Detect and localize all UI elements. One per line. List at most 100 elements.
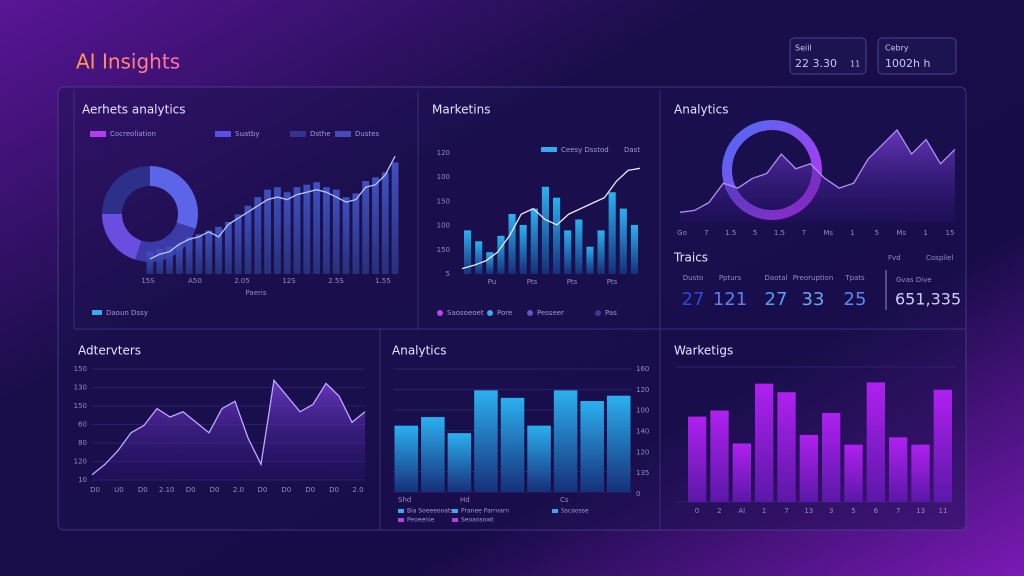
legend-label: Bia Soeeeooats	[407, 508, 453, 515]
bar	[553, 390, 578, 492]
line	[679, 128, 956, 213]
y-tick-label: 100	[437, 222, 450, 230]
bar	[156, 249, 164, 274]
donut-segment	[102, 214, 142, 260]
x-tick-label: D0	[90, 486, 100, 494]
bar	[166, 246, 173, 274]
x-tick-label: 7	[704, 229, 708, 237]
x-tick-label: A50	[188, 277, 202, 285]
x-tick-label: 0	[695, 507, 699, 515]
bar	[500, 397, 525, 492]
line	[461, 167, 641, 270]
bar	[486, 252, 494, 274]
x-tick-label: Pts	[607, 278, 618, 286]
bar	[606, 395, 631, 492]
bar	[933, 389, 952, 502]
bar	[421, 417, 445, 492]
x-tick-label: Ms	[896, 229, 906, 237]
legend-swatch	[541, 147, 557, 152]
bar	[866, 382, 885, 502]
x-tick-label: 6	[874, 507, 879, 515]
x-tick-label: 1	[923, 229, 927, 237]
legend-dot	[595, 310, 601, 316]
bar	[224, 221, 232, 274]
x-tick-label: 11	[939, 507, 948, 515]
kpi-value: 25	[844, 289, 867, 310]
bar	[844, 444, 863, 502]
bar	[575, 219, 583, 274]
legend-swatch	[90, 131, 106, 137]
legend-swatch	[398, 518, 404, 522]
x-tick-label: 1.55	[375, 277, 391, 285]
y-tick-label: 150	[437, 197, 450, 205]
legend-label: Pesseer	[537, 309, 564, 317]
x-tick-label: 1	[762, 507, 766, 515]
legend-label: Dsthe	[310, 130, 331, 138]
x-tick-label: 7	[784, 507, 788, 515]
panel-title: Warketigs	[674, 344, 733, 358]
panel-dividers	[73, 90, 966, 530]
legend-swatch	[552, 509, 558, 513]
bar	[244, 205, 252, 274]
bar	[303, 184, 311, 274]
y-tick-label: 80	[78, 439, 87, 447]
bar	[619, 208, 627, 274]
x-tick-label: 15	[946, 229, 955, 237]
bar	[822, 412, 841, 502]
x-tick-label: 13	[916, 507, 925, 515]
y-tick-label: 120	[636, 448, 649, 456]
bar	[313, 182, 321, 274]
stat-label: Cebry	[885, 44, 909, 53]
y-tick-label: 150	[74, 365, 87, 373]
x-tick-label: D0	[281, 486, 291, 494]
y-tick-label: 120	[437, 149, 450, 157]
bar	[580, 401, 604, 492]
total-value: 651,335	[895, 290, 961, 309]
legend-dot	[437, 310, 443, 316]
x-tick-label: 2.0	[233, 486, 244, 494]
bar	[372, 177, 379, 274]
line	[149, 155, 396, 260]
y-tick-label: 100	[437, 173, 450, 181]
kpi-label: Dusto	[683, 274, 704, 282]
bar	[332, 189, 340, 274]
x-tick-label: 2.5S	[328, 277, 344, 285]
bar	[391, 162, 399, 274]
legend-swatch	[92, 310, 102, 315]
y-tick-label: 150	[74, 402, 87, 410]
kpi-label: Preoruption	[793, 274, 834, 282]
x-tick-label: Go	[677, 229, 687, 237]
x-tick-label: 1	[850, 229, 854, 237]
panel-title: Marketins	[432, 103, 490, 117]
x-tick-label: 1.5	[725, 229, 736, 237]
donut-segment	[102, 166, 150, 214]
bar	[519, 224, 527, 274]
y-tick-label: 150	[437, 246, 450, 254]
x-tick-label: 2	[717, 507, 721, 515]
stat-value: 22 3.30	[795, 57, 837, 70]
stat-box	[789, 37, 867, 75]
app-title: AI Insights	[76, 50, 180, 74]
y-tick-label: 160	[636, 365, 649, 373]
kpi-title: Traics	[673, 251, 708, 265]
legend-swatch	[215, 131, 231, 137]
bar	[293, 187, 301, 274]
bar	[553, 197, 561, 274]
x-tick-label: Pu	[488, 278, 497, 286]
kpi-value: 27	[682, 289, 705, 310]
x-tick-label: 1.5	[774, 229, 785, 237]
bar	[777, 392, 796, 502]
bar	[464, 230, 472, 274]
x-tick-label: Ms	[823, 229, 833, 237]
x-tick-label: 2.0	[352, 486, 363, 494]
x-tick-label: D0	[138, 486, 148, 494]
area	[680, 129, 955, 222]
legend-dot	[487, 310, 493, 316]
area	[92, 380, 365, 480]
legend-label: Dustes	[355, 130, 380, 138]
legend-label: Sscaosse	[561, 508, 589, 515]
x-tick-label: D0	[186, 486, 196, 494]
y-tick-label: 135	[636, 469, 649, 477]
legend-label: Dast	[624, 146, 640, 154]
legend-label: Pranee Parrvarn	[461, 508, 509, 515]
